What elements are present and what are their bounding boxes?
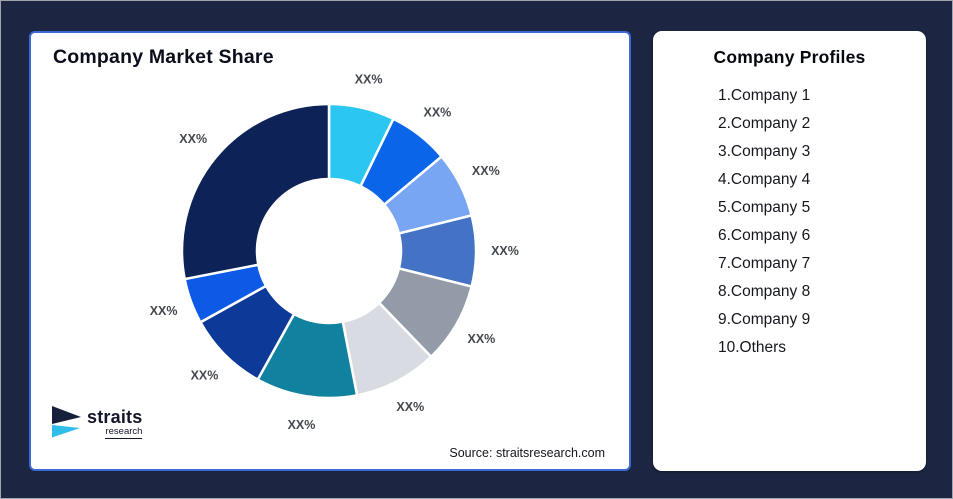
segment-label: XX%	[424, 105, 452, 119]
segment-label: XX%	[468, 332, 496, 346]
segment-label: XX%	[472, 164, 500, 178]
logo-subtitle: research	[105, 426, 143, 439]
list-item: 6.Company 6	[718, 227, 811, 244]
list-item: 1.Company 1	[718, 87, 811, 104]
straits-logo-icon	[52, 406, 81, 438]
segment-label: XX%	[491, 244, 519, 258]
source-note: Source: straitsresearch.com	[449, 446, 605, 460]
segment-label: XX%	[396, 400, 424, 414]
donut-chart: XX% XX% XX% XX% XX% XX% XX% XX% XX% XX%	[150, 73, 519, 432]
company-profiles-card: Company Profiles 1.Company 1 2.Company 2 3…	[653, 31, 926, 471]
logo-brand: straits	[87, 407, 143, 427]
segment-label: XX%	[355, 73, 383, 87]
logo-navy-arrow	[52, 406, 81, 424]
market-share-card: Company Market Share XX% XX% XX% XX% XX% XX% X…	[29, 31, 631, 471]
segment-label: XX%	[288, 418, 316, 432]
segment-label: XX%	[179, 132, 207, 146]
list-item: 9.Company 9	[718, 311, 811, 328]
profiles-title: Company Profiles	[713, 47, 866, 67]
list-item: 5.Company 5	[718, 199, 811, 216]
list-item: 10.Others	[718, 339, 787, 356]
logo-cyan-arrow	[52, 425, 80, 438]
straits-research-logo: straits research	[51, 406, 143, 439]
company-list: 1.Company 1 2.Company 2 3.Company 3 4.Compa…	[653, 82, 926, 362]
list-item: 8.Company 8	[718, 283, 811, 300]
list-item: 3.Company 3	[718, 143, 811, 160]
segment-label: XX%	[191, 369, 219, 383]
chart-title: Company Market Share	[53, 46, 274, 68]
segment-label: XX%	[150, 304, 178, 318]
list-item: 7.Company 7	[718, 255, 811, 272]
list-item: 2.Company 2	[718, 115, 811, 132]
list-item: 4.Company 4	[718, 171, 811, 188]
logo-text: straits research	[87, 407, 143, 439]
donut-segment	[180, 102, 331, 281]
